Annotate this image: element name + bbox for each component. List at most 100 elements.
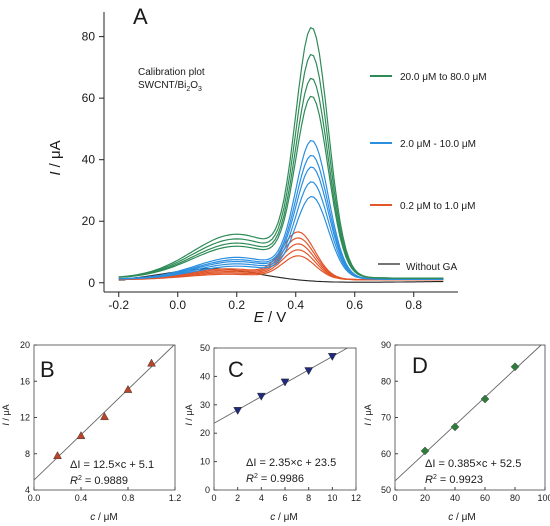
d-y-tick-label: 60 (381, 449, 391, 459)
a-xlabel-sep: / (264, 309, 277, 326)
c-r2-sup: 2 (254, 473, 258, 480)
c-ylabel-sep: / (184, 416, 194, 424)
b-ylabel-unit: μA (1, 404, 11, 415)
c-x-tick-label: 6 (282, 493, 287, 503)
c-ylabel-var: I (184, 423, 194, 426)
c-r2-label: R (246, 473, 254, 485)
a-ylabel-unit: μA (47, 140, 64, 159)
c-x-tick-label: 8 (306, 493, 311, 503)
d-r2-label: R (425, 474, 433, 486)
d-xlabel-unit: μM (462, 512, 476, 523)
panel-d-r2: R2 = 0.9923 (425, 474, 483, 486)
c-ylabel-unit: μA (184, 404, 194, 415)
panel-b-r2: R2 = 0.9889 (70, 475, 128, 487)
a-y-tick-label: 40 (82, 153, 96, 167)
a-xlabel-var: E (254, 309, 265, 326)
legend-label-high: 20.0 μM to 80.0 μM (400, 72, 487, 83)
a-x-tick-label: 0.0 (169, 298, 186, 312)
a-xlabel-unit: V (276, 309, 286, 326)
panel-a-annotation-line2: SWCNT/Bi2O3 (138, 80, 202, 93)
voltammogram-high-14 (118, 27, 444, 279)
panel-c-data-point (304, 367, 314, 376)
d-r2-sup: 2 (433, 474, 437, 481)
d-xlabel-var: c (448, 512, 453, 523)
annotation-sub2: 3 (198, 86, 202, 93)
panel-d-y-label: I / μA (363, 404, 373, 425)
panel-c-axes: 0 2 4 6 8 10 12 0 10 20 30 40 50 (200, 343, 361, 503)
b-y-tick-label: 20 (20, 340, 30, 350)
panel-d-data-point (420, 446, 430, 456)
d-x-tick-label: 60 (480, 493, 490, 503)
panel-d-x-label: c / μM (448, 512, 475, 523)
a-y-tick-label: 60 (82, 91, 96, 105)
b-ylabel-sep: / (1, 416, 11, 424)
panel-a: A -0.2 0.0 0.2 0.4 0.6 0.8 0 20 40 60 80 Calibrati… (47, 4, 487, 326)
panel-a-y-label: I / μA (47, 140, 64, 175)
a-x-tick-label: 0.8 (405, 298, 422, 312)
d-x-tick-label: 40 (450, 493, 460, 503)
b-x-tick-label: 0.0 (28, 493, 41, 503)
panel-b-x-label: c / μM (90, 512, 117, 523)
c-x-tick-label: 12 (351, 493, 361, 503)
d-r2-value: = 0.9923 (437, 474, 483, 486)
panel-c: 0 2 4 6 8 10 12 0 10 20 30 40 50 C ΔI = 2.35×c + 23.… (184, 343, 361, 523)
panel-a-ticks: -0.2 0.0 0.2 0.4 0.6 0.8 0 20 40 60 80 (82, 30, 423, 312)
panel-c-data-point (280, 378, 290, 387)
b-y-tick-label: 4 (25, 485, 30, 495)
voltammogram-mid-8 (118, 166, 444, 280)
d-x-tick-label: 20 (420, 493, 430, 503)
b-y-tick-label: 12 (20, 413, 30, 423)
panel-b-data-point (147, 358, 156, 367)
b-y-tick-label: 16 (20, 376, 30, 386)
d-xlabel-sep: / (453, 512, 461, 523)
annotation-sub1: 2 (186, 86, 190, 93)
d-y-tick-label: 50 (381, 485, 391, 495)
c-x-tick-label: 0 (211, 493, 216, 503)
c-y-tick-label: 30 (200, 400, 210, 410)
a-ylabel-sep: / (47, 159, 64, 172)
panel-d-data-point (450, 422, 460, 432)
panel-a-curves (118, 27, 444, 283)
c-y-tick-label: 20 (200, 428, 210, 438)
c-xlabel-sep: / (275, 512, 283, 523)
c-r2-value: = 0.9986 (258, 473, 304, 485)
d-y-tick-label: 90 (381, 340, 391, 350)
panel-c-r2: R2 = 0.9986 (246, 473, 304, 485)
a-y-tick-label: 20 (82, 214, 96, 228)
panel-a-x-label: E / V (254, 309, 287, 326)
panel-b-y-label: I / μA (1, 404, 11, 425)
panel-d-equation: ΔI = 0.385×c + 52.5 (425, 458, 521, 470)
panel-a-legend: 20.0 μM to 80.0 μM 2.0 μM - 10.0 μM 0.2 … (370, 72, 487, 273)
panel-b-data-point (76, 431, 86, 439)
b-x-tick-label: 1.2 (169, 493, 182, 503)
legend-label-mid: 2.0 μM - 10.0 μM (400, 139, 476, 150)
panel-c-equation: ΔI = 2.35×c + 23.5 (246, 457, 336, 469)
b-r2-sup: 2 (78, 475, 82, 482)
b-x-tick-label: 0.4 (75, 493, 88, 503)
panel-c-x-label: c / μM (270, 512, 297, 523)
panel-b-data-point (100, 412, 109, 420)
b-x-tick-label: 0.8 (122, 493, 135, 503)
b-r2-label: R (70, 475, 78, 487)
voltammogram-mid-10 (118, 140, 444, 280)
c-y-tick-label: 10 (200, 457, 210, 467)
panel-d: 0 20 40 60 80 100 50 60 70 80 90 D ΔI = 0.385×c + … (363, 340, 550, 523)
panel-a-letter: A (133, 4, 148, 29)
panel-b-equation: ΔI = 12.5×c + 5.1 (70, 459, 154, 471)
a-y-tick-label: 80 (82, 30, 96, 44)
a-x-tick-label: 0.6 (346, 298, 363, 312)
panel-a-annotation-line1: Calibration plot (138, 67, 205, 78)
panel-b-letter: B (40, 357, 55, 382)
b-ylabel-var: I (1, 423, 11, 426)
panel-c-y-label: I / μA (184, 404, 194, 425)
c-xlabel-unit: μM (284, 512, 298, 523)
annotation-prefix: SWCNT/Bi (138, 80, 186, 91)
panel-d-axes: 0 20 40 60 80 100 50 60 70 80 90 (381, 340, 550, 503)
b-r2-value: = 0.9889 (82, 475, 128, 487)
a-x-tick-label: 0.4 (287, 298, 304, 312)
d-ylabel-var: I (363, 423, 373, 426)
a-y-tick-label: 0 (88, 276, 95, 290)
d-y-tick-label: 80 (381, 376, 391, 386)
panel-d-data-point (480, 394, 490, 404)
